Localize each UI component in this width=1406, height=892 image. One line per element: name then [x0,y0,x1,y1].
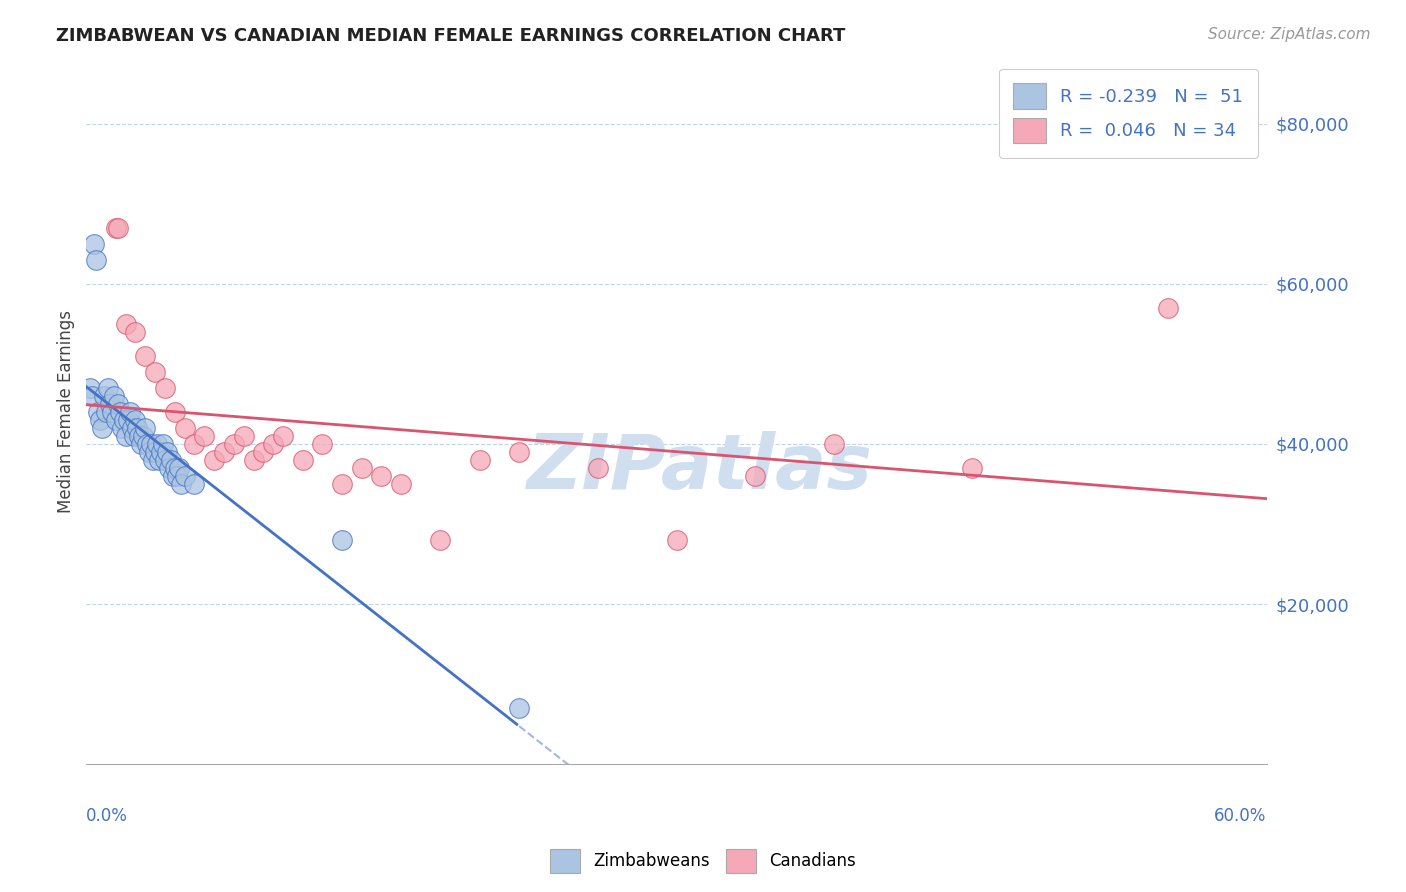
Point [93,389,115,403]
Point [271,429,294,443]
Point [173,421,195,435]
Text: Source: ZipAtlas.com: Source: ZipAtlas.com [1208,27,1371,42]
Point [162,469,184,483]
Point [114,429,136,443]
Point [193,429,215,443]
Point [124,325,146,339]
Point [389,477,412,491]
Point [665,533,688,547]
Point [232,429,254,443]
Point [183,477,205,491]
Point [586,461,609,475]
Point [117,413,139,427]
Point [121,421,143,435]
Point [166,469,188,483]
Point [91,421,114,435]
Text: ZIPatlas: ZIPatlas [527,432,873,505]
Point [107,397,129,411]
Point [138,445,160,459]
Point [112,413,135,427]
Point [167,461,190,475]
Point [94,405,117,419]
Point [146,437,169,451]
Point [84,252,107,267]
Point [132,429,155,443]
Point [134,421,156,435]
Point [170,477,193,491]
Y-axis label: Median Female Earnings: Median Female Earnings [58,310,75,514]
Legend: R = -0.239   N =  51, R =  0.046   N = 34: R = -0.239 N = 51, R = 0.046 N = 34 [1000,69,1258,158]
Text: 60.0%: 60.0% [1215,806,1267,824]
Point [212,445,235,459]
Point [222,437,245,451]
Point [150,445,173,459]
Point [508,701,530,715]
Point [330,477,353,491]
Point [157,461,180,475]
Legend: Zimbabweans, Canadians: Zimbabweans, Canadians [543,842,863,880]
Point [143,445,166,459]
Point [148,453,170,467]
Point [83,236,105,251]
Point [291,453,314,467]
Point [468,453,491,467]
Point [744,469,766,483]
Point [82,389,104,403]
Point [89,413,111,427]
Point [107,220,129,235]
Point [104,220,127,235]
Point [97,381,120,395]
Point [508,445,530,459]
Point [163,405,186,419]
Point [163,461,186,475]
Point [960,461,983,475]
Point [128,429,150,443]
Text: 0.0%: 0.0% [86,806,128,824]
Point [156,445,179,459]
Point [101,405,124,419]
Point [152,437,174,451]
Point [134,349,156,363]
Point [262,437,284,451]
Point [183,437,205,451]
Point [143,365,166,379]
Point [153,381,176,395]
Point [87,405,110,419]
Point [429,533,451,547]
Point [370,469,392,483]
Point [311,437,333,451]
Point [202,453,225,467]
Point [823,437,845,451]
Point [104,413,127,427]
Point [136,437,159,451]
Point [127,421,149,435]
Text: ZIMBABWEAN VS CANADIAN MEDIAN FEMALE EARNINGS CORRELATION CHART: ZIMBABWEAN VS CANADIAN MEDIAN FEMALE EAR… [56,27,845,45]
Point [118,405,141,419]
Point [242,453,264,467]
Point [122,429,145,443]
Point [350,461,373,475]
Point [114,317,136,331]
Point [124,413,146,427]
Point [330,533,353,547]
Point [131,437,153,451]
Point [1157,301,1180,315]
Point [252,445,274,459]
Point [108,405,131,419]
Point [103,389,125,403]
Point [111,421,134,435]
Point [142,453,165,467]
Point [153,453,176,467]
Point [141,437,163,451]
Point [79,381,101,395]
Point [160,453,183,467]
Point [173,469,195,483]
Point [98,397,121,411]
